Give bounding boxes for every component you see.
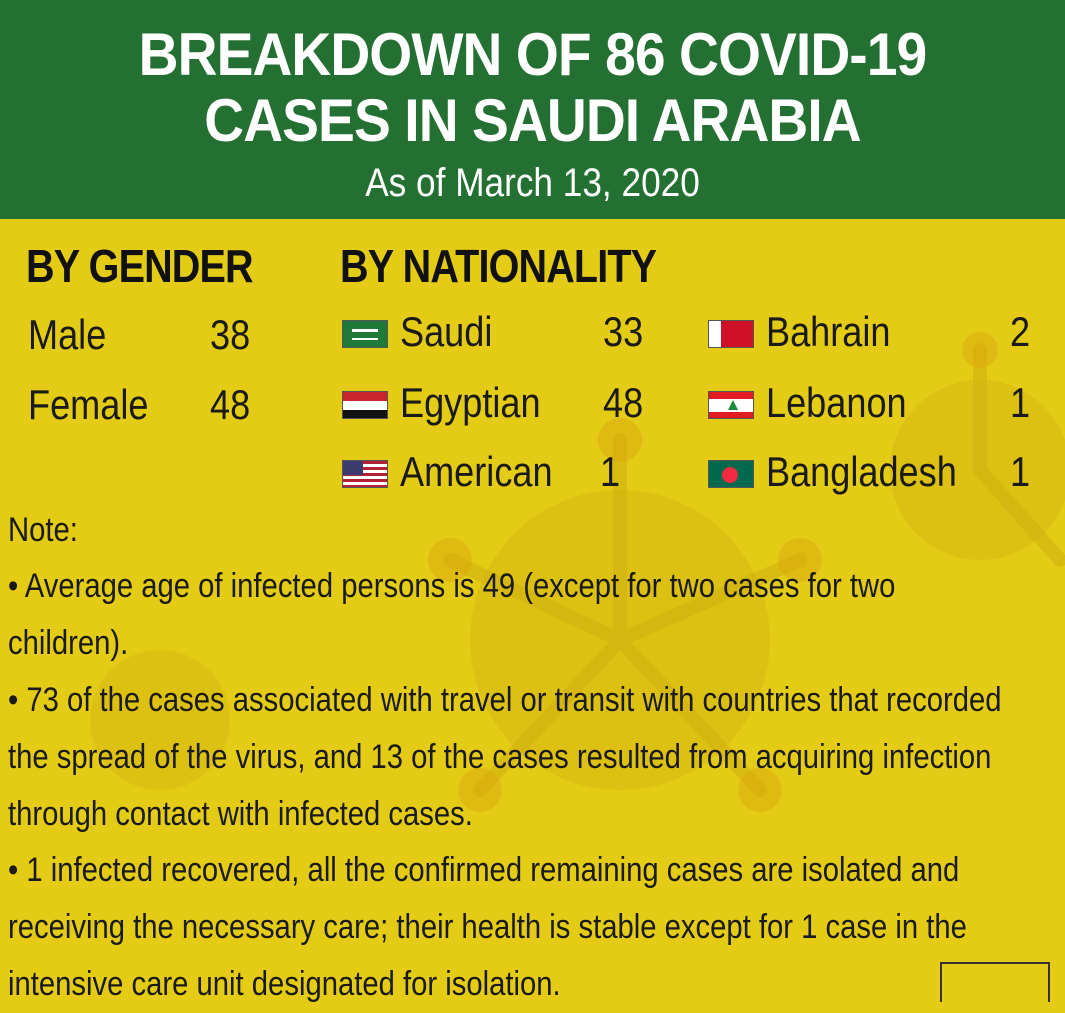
nationality-value-bahrain: 2 xyxy=(1010,308,1031,355)
nationality-label-lebanon: Lebanon xyxy=(766,379,907,426)
note-label: Note: xyxy=(8,511,78,549)
nationality-value-bangladesh: 1 xyxy=(1010,448,1031,495)
saudi-flag-icon xyxy=(342,320,388,348)
bangladesh-flag-icon xyxy=(708,460,754,488)
gender-heading: BY GENDER xyxy=(26,240,254,292)
gender-label-female: Female xyxy=(28,381,149,428)
bahrain-flag-icon xyxy=(708,320,754,348)
nationality-label-american: American xyxy=(400,448,553,495)
note-item-average-age: • Average age of infected persons is 49 … xyxy=(8,567,896,662)
nationality-label-saudi: Saudi xyxy=(400,308,493,355)
title-line-1: BREAKDOWN OF 86 COVID-19 xyxy=(138,21,928,88)
nationality-value-american: 1 xyxy=(600,448,621,495)
nationality-value-saudi: 33 xyxy=(603,308,644,355)
nationality-heading: BY NATIONALITY xyxy=(340,240,657,292)
gender-value-male: 38 xyxy=(210,311,251,358)
title-line-2: CASES IN SAUDI ARABIA xyxy=(204,87,861,154)
note-item-recovered: • 1 infected recovered, all the confirme… xyxy=(8,851,967,1003)
nationality-label-bangladesh: Bangladesh xyxy=(766,448,957,495)
page-title: BREAKDOWN OF 86 COVID-19 CASES IN SAUDI … xyxy=(43,22,1023,154)
date-subtitle: As of March 13, 2020 xyxy=(365,161,700,205)
nationality-label-bahrain: Bahrain xyxy=(766,308,891,355)
egypt-flag-icon xyxy=(342,391,388,419)
note-item-travel-cases: • 73 of the cases associated with travel… xyxy=(8,681,1002,833)
nationality-value-lebanon: 1 xyxy=(1010,379,1031,426)
header-banner: BREAKDOWN OF 86 COVID-19 CASES IN SAUDI … xyxy=(0,0,1065,219)
gender-value-female: 48 xyxy=(210,381,251,428)
source-badge xyxy=(940,962,1050,1002)
nationality-label-egyptian: Egyptian xyxy=(400,379,541,426)
lebanon-flag-icon xyxy=(708,391,754,419)
usa-flag-icon xyxy=(342,460,388,488)
nationality-value-egyptian: 48 xyxy=(603,379,644,426)
gender-label-male: Male xyxy=(28,311,107,358)
